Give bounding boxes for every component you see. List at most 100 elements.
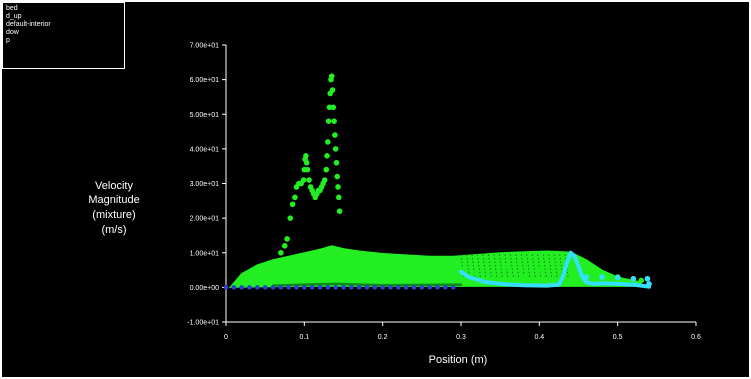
- data-point: [223, 285, 229, 290]
- data-point: [334, 173, 341, 180]
- envelope-hatch-line: [548, 254, 553, 279]
- data-point: [323, 166, 330, 173]
- data-point: [473, 270, 480, 277]
- envelope-hatch-line: [537, 254, 542, 279]
- envelope-hatch-line: [471, 254, 476, 279]
- data-point: [336, 194, 342, 201]
- data-point: [321, 177, 328, 183]
- envelope-hatch-line: [542, 254, 547, 279]
- envelope-hatch-line: [466, 254, 471, 279]
- y-tick-label: -1.00e+01: [187, 320, 219, 327]
- legend: bed d_up default-interior dow p: [2, 2, 125, 69]
- envelope-hatch-line: [504, 254, 509, 279]
- y-axis-label-line-3: (mixture): [92, 209, 135, 221]
- data-point: [281, 243, 288, 249]
- data-point: [644, 275, 651, 282]
- envelope-hatch-line: [515, 254, 520, 279]
- data-point: [330, 104, 337, 111]
- data-point: [552, 277, 558, 284]
- envelope-hatch-line: [482, 254, 487, 279]
- data-point: [505, 263, 511, 270]
- data-point: [520, 274, 527, 280]
- data-point: [333, 285, 338, 290]
- x-tick-label: 0.3: [456, 334, 466, 341]
- data-point: [325, 285, 331, 290]
- x-tick-label: 0.6: [691, 334, 701, 341]
- data-point: [349, 285, 354, 290]
- data-point: [536, 267, 543, 273]
- x-tick-label: 0.2: [378, 334, 388, 341]
- envelope-hatch-line: [488, 254, 492, 279]
- data-point: [262, 285, 268, 290]
- legend-entry-d-up: d_up: [6, 13, 22, 20]
- y-tick-label: 3.00e+01: [190, 181, 219, 188]
- y-tick-label: 1.00e+01: [190, 250, 219, 257]
- data-point: [303, 159, 310, 166]
- data-point: [247, 285, 252, 290]
- envelope-hatch-line: [553, 254, 558, 279]
- envelope-hatch-line: [526, 254, 531, 279]
- data-point: [332, 132, 338, 138]
- data-point: [450, 285, 456, 290]
- data-point: [435, 285, 440, 290]
- data-point: [335, 184, 341, 190]
- data-point: [583, 274, 590, 280]
- series-line-4: [459, 250, 651, 289]
- chart-marks: [223, 73, 652, 290]
- data-point: [302, 285, 307, 290]
- data-point: [638, 277, 644, 284]
- data-point: [326, 104, 333, 111]
- envelope-hatch-line: [498, 254, 503, 279]
- data-point: [309, 285, 315, 290]
- axes: -1.00e+01 0.00e+00 1.00e+01 2.00e+01 3.00e+0…: [187, 43, 701, 342]
- envelope-hatch-line: [520, 254, 525, 279]
- data-point: [306, 177, 312, 183]
- data-point: [403, 285, 409, 290]
- envelope-hatch-line: [493, 254, 498, 279]
- data-point: [443, 285, 448, 290]
- y-tick-label: 6.00e+01: [190, 77, 219, 84]
- data-point: [411, 285, 417, 290]
- x-tick-label: 0.5: [613, 334, 623, 341]
- y-tick-label: 2.00e+01: [190, 216, 219, 223]
- series-line-2: [271, 282, 463, 287]
- envelope-hatch-line: [531, 254, 536, 279]
- data-point: [329, 87, 336, 93]
- data-point: [294, 285, 299, 290]
- data-point: [325, 118, 332, 124]
- data-point: [270, 285, 276, 290]
- data-point: [341, 285, 346, 290]
- data-point: [270, 260, 276, 266]
- data-point: [304, 166, 311, 173]
- data-point: [292, 194, 298, 201]
- data-point: [567, 270, 574, 277]
- y-tick-label: 5.00e+01: [190, 112, 219, 119]
- data-point: [239, 285, 244, 290]
- envelope-hatch-line: [477, 254, 481, 279]
- envelope-hatch-line: [460, 254, 465, 279]
- data-point: [419, 285, 425, 290]
- data-point: [303, 153, 309, 159]
- data-point: [324, 153, 330, 159]
- data-point: [333, 159, 340, 166]
- envelope-hatch-line: [559, 254, 564, 279]
- y-tick-label: 4.00e+01: [190, 146, 219, 153]
- data-point: [300, 177, 307, 183]
- data-point: [396, 285, 401, 290]
- data-point: [231, 285, 237, 290]
- data-point: [255, 285, 260, 290]
- y-axis-label-line-4: (m/s): [101, 224, 126, 236]
- envelope-hatch-line: [509, 254, 514, 279]
- y-axis-label-line-1: Velocity: [95, 180, 133, 192]
- data-point: [289, 201, 296, 208]
- legend-entry-p: p: [6, 37, 10, 44]
- y-tick-label: 0.00e+00: [190, 285, 219, 292]
- data-point: [278, 285, 284, 290]
- legend-entry-dow: dow: [6, 29, 19, 36]
- data-point: [284, 236, 290, 242]
- x-tick-label: 0: [224, 334, 228, 341]
- data-point: [286, 285, 291, 290]
- data-point: [427, 285, 432, 290]
